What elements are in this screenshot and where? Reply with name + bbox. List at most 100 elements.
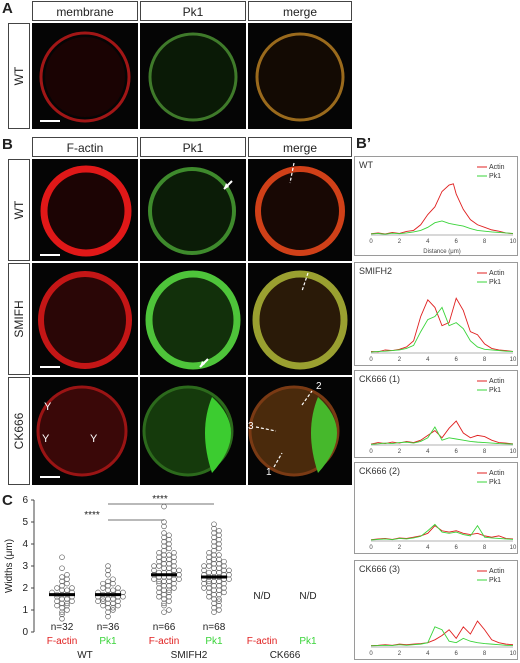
legend-actin: Actin — [489, 378, 505, 385]
x-tick-label: 0 — [369, 239, 373, 245]
y-tick-label: 5 — [22, 517, 28, 528]
profile-graph-0: WT 0 2 4 6 8 10 Distance (μm) Actin Pk1 — [354, 156, 518, 256]
data-point — [115, 598, 121, 604]
data-point — [161, 519, 167, 525]
data-point — [64, 580, 70, 587]
data-point — [105, 563, 111, 569]
marker-y-1: Y — [44, 401, 52, 413]
x-axis-label: Distance (μm) — [423, 249, 460, 255]
micrograph-b-wt-pk1 — [140, 159, 246, 261]
nd-label: N/D — [253, 591, 270, 602]
profile-graph-2: CK666 (1) 0 2 4 6 8 10 Actin Pk1 — [354, 370, 518, 458]
data-point — [59, 574, 65, 580]
y-tick-label: 4 — [22, 539, 28, 550]
profile-title: CK666 (1) — [359, 374, 400, 384]
condition-label: CK666 — [270, 650, 301, 661]
data-point — [156, 585, 162, 591]
x-tick-label: 2 — [398, 651, 402, 657]
data-point — [59, 583, 65, 589]
data-point — [221, 585, 227, 591]
data-point — [110, 600, 116, 607]
data-point — [156, 594, 162, 600]
data-point — [110, 576, 116, 582]
x-tick-label: 0 — [369, 545, 373, 551]
data-point — [166, 578, 172, 585]
data-point — [221, 563, 227, 569]
data-point — [161, 547, 167, 554]
x-tick-label: 4 — [426, 449, 430, 455]
legend-actin: Actin — [489, 568, 505, 575]
data-point — [120, 589, 126, 596]
data-point — [211, 521, 217, 527]
width-scatter-chart: 0 1 2 3 4 5 6 Widths (μm) n=32 F-actin n=36 Pk1 n=66… — [4, 494, 317, 661]
data-point — [166, 552, 172, 558]
group-label: F-actin — [149, 636, 180, 647]
x-tick-label: 8 — [483, 545, 487, 551]
x-tick-label: 6 — [455, 449, 459, 455]
micrograph-a-merge — [248, 23, 352, 129]
data-point — [64, 602, 70, 609]
data-point — [211, 525, 217, 532]
data-point — [166, 536, 172, 543]
profile-title: WT — [359, 160, 373, 170]
data-point — [110, 580, 116, 587]
condition-label: WT — [77, 650, 93, 661]
pk1-series-line — [370, 523, 514, 541]
legend-pk1: Pk1 — [489, 173, 501, 180]
data-point — [64, 607, 70, 613]
x-tick-label: 8 — [483, 239, 487, 245]
actin-series-line — [370, 420, 514, 445]
data-point — [59, 605, 65, 611]
x-tick-label: 8 — [483, 449, 487, 455]
data-point — [151, 563, 157, 569]
row-label-b-ck666: CK666 — [8, 377, 30, 485]
group-label: Pk1 — [99, 636, 117, 647]
data-point — [206, 578, 212, 585]
data-point — [206, 554, 212, 560]
data-point — [206, 569, 212, 576]
data-point — [216, 565, 222, 571]
data-point — [216, 583, 222, 589]
data-point — [171, 585, 177, 591]
data-point — [110, 596, 116, 602]
data-point — [216, 532, 222, 538]
data-point — [95, 598, 101, 604]
data-point — [171, 554, 177, 560]
data-point — [100, 602, 106, 609]
data-point — [161, 609, 167, 615]
y-axis-label: Widths (μm) — [4, 539, 15, 593]
x-tick-label: 10 — [510, 651, 517, 657]
data-point — [216, 536, 222, 543]
profile-graph-4: CK666 (3) 0 2 4 6 8 10 Actin Pk1 — [354, 560, 518, 660]
x-tick-label: 2 — [398, 545, 402, 551]
panel-label-b: B — [2, 136, 13, 153]
data-point — [100, 596, 106, 602]
data-point — [156, 558, 162, 565]
data-point — [64, 587, 70, 593]
x-tick-label: 4 — [426, 545, 430, 551]
data-point — [161, 591, 167, 598]
data-point — [59, 554, 65, 560]
y-tick-label: 1 — [22, 605, 28, 616]
data-point — [166, 607, 172, 613]
data-point — [161, 600, 167, 607]
data-point — [216, 596, 222, 602]
data-point — [59, 609, 65, 615]
data-point — [216, 561, 222, 567]
data-point — [171, 558, 177, 565]
x-tick-label: 10 — [510, 239, 517, 245]
actin-series-line — [370, 620, 514, 647]
y-tick-label: 2 — [22, 583, 28, 594]
data-point — [226, 572, 232, 578]
data-point — [206, 594, 212, 600]
condition-label: SMIFH2 — [171, 650, 208, 661]
data-point — [221, 558, 227, 565]
data-point — [156, 580, 162, 587]
data-point — [216, 569, 222, 576]
data-point — [221, 589, 227, 596]
legend-actin: Actin — [489, 164, 505, 171]
data-point — [105, 609, 111, 615]
group-label: Pk1 — [205, 636, 223, 647]
data-point — [216, 578, 222, 585]
data-point — [211, 534, 217, 541]
